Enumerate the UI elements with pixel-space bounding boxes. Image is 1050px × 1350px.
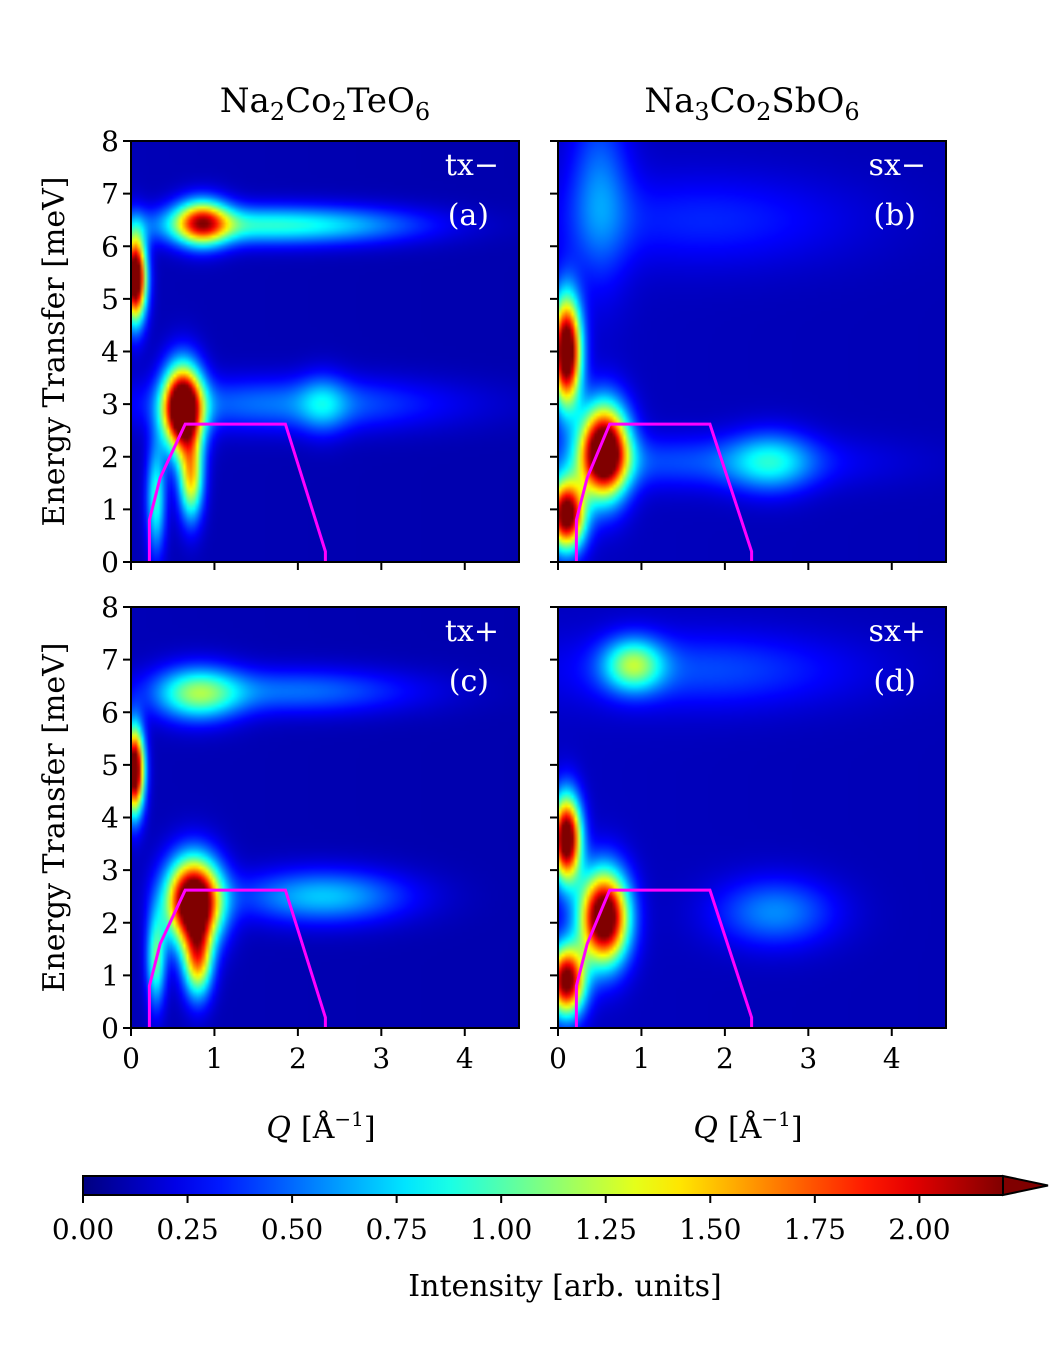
- panel-4: sx+ (d) 0 1 2 3 4: [549, 606, 947, 1075]
- x-tick-label: 3: [799, 1042, 817, 1075]
- panel-1: tx− (a) 0 1 2 3 4 5 6 7 8: [101, 125, 520, 579]
- panel-tag: tx−: [445, 148, 499, 183]
- x-axis-label: Q [Å−1]: [693, 1107, 802, 1146]
- panel-tag: tx+: [445, 614, 499, 649]
- kinematic-limit-line: [574, 422, 754, 562]
- y-tick-label: 3: [101, 388, 119, 421]
- y-tick-label: 4: [101, 336, 119, 369]
- colorbar-tick-label: 1.75: [784, 1213, 846, 1246]
- colorbar-extend-arrow: [1002, 1174, 1049, 1197]
- colorbar-label: Intensity [arb. units]: [408, 1269, 721, 1304]
- colorbar-tick-label: 0.25: [156, 1213, 218, 1246]
- colorbar-tick-label: 1.50: [679, 1213, 741, 1246]
- y-tick-label: 0: [101, 546, 119, 579]
- x-tick-label: 0: [122, 1042, 140, 1075]
- y-tick-label: 1: [101, 493, 119, 526]
- column-title: Na3Co2SbO6: [644, 81, 859, 126]
- panel-letter: (d): [873, 664, 916, 699]
- y-tick-label: 2: [101, 441, 119, 474]
- colorbar-tick-label: 1.00: [470, 1213, 532, 1246]
- panel-letter: (b): [873, 198, 916, 233]
- y-tick-label: 8: [101, 125, 119, 158]
- colorbar-gradient: [83, 1176, 1003, 1195]
- panel-letter: (a): [448, 198, 489, 233]
- heatmap-image: [558, 607, 946, 1028]
- panel-2: sx− (b): [550, 140, 947, 570]
- heatmap-image: [558, 141, 946, 562]
- x-tick-label: 3: [372, 1042, 390, 1075]
- colorbar: 0.00 0.25 0.50 0.75 1.00 1.25 1.50 1.75 2.00 Inte…: [52, 1174, 1049, 1304]
- colorbar-tick-label: 0.00: [52, 1213, 114, 1246]
- panel-letter: (c): [449, 664, 489, 699]
- kinematic-limit-line: [147, 888, 327, 1028]
- y-tick-label: 8: [101, 591, 119, 624]
- y-tick-label: 2: [101, 907, 119, 940]
- panel-tag: sx+: [869, 614, 926, 649]
- x-tick-label: 1: [206, 1042, 224, 1075]
- y-tick-label: 4: [101, 802, 119, 835]
- panel-tag: sx−: [869, 148, 926, 183]
- panel-3: tx+ (c) 0 1 2 3 4 5 6 7 8 0 1 2 3 4: [101, 591, 520, 1075]
- x-tick-label: 0: [549, 1042, 567, 1075]
- kinematic-limit-line: [574, 888, 754, 1028]
- x-tick-label: 1: [633, 1042, 651, 1075]
- colorbar-tick-label: 0.75: [365, 1213, 427, 1246]
- y-tick-label: 7: [101, 644, 119, 677]
- kinematic-limit-line: [147, 422, 327, 562]
- x-tick-label: 2: [289, 1042, 307, 1075]
- y-tick-label: 1: [101, 959, 119, 992]
- x-axis-label: Q [Å−1]: [266, 1107, 375, 1146]
- colorbar-tick-label: 0.50: [261, 1213, 323, 1246]
- y-tick-label: 3: [101, 854, 119, 887]
- y-tick-label: 6: [101, 230, 119, 263]
- y-tick-label: 0: [101, 1012, 119, 1045]
- axis-labels: Energy Transfer [meV] Energy Transfer [me…: [37, 177, 803, 1146]
- y-axis-label: Energy Transfer [meV]: [37, 177, 72, 527]
- x-tick-label: 4: [456, 1042, 474, 1075]
- x-tick-label: 2: [716, 1042, 734, 1075]
- x-tick-label: 4: [883, 1042, 901, 1075]
- colorbar-tick-label: 2.00: [888, 1213, 950, 1246]
- heatmap-image: [131, 141, 519, 562]
- column-titles: Na2Co2TeO6 Na3Co2SbO6: [220, 81, 860, 126]
- y-tick-label: 5: [101, 749, 119, 782]
- y-axis-label: Energy Transfer [meV]: [37, 643, 72, 993]
- y-tick-label: 7: [101, 178, 119, 211]
- heatmap-image: [131, 607, 519, 1028]
- y-tick-label: 6: [101, 696, 119, 729]
- y-tick-label: 5: [101, 283, 119, 316]
- heatmap-panels: tx− (a) 0 1 2 3 4 5 6 7 8 sx− (b) tx+ (c) 0 1 2 3 4 5 6 7 8 0 1 2 3…: [101, 125, 947, 1075]
- colorbar-frame: [82, 1175, 1003, 1196]
- column-title: Na2Co2TeO6: [220, 81, 430, 126]
- colorbar-tick-label: 1.25: [575, 1213, 637, 1246]
